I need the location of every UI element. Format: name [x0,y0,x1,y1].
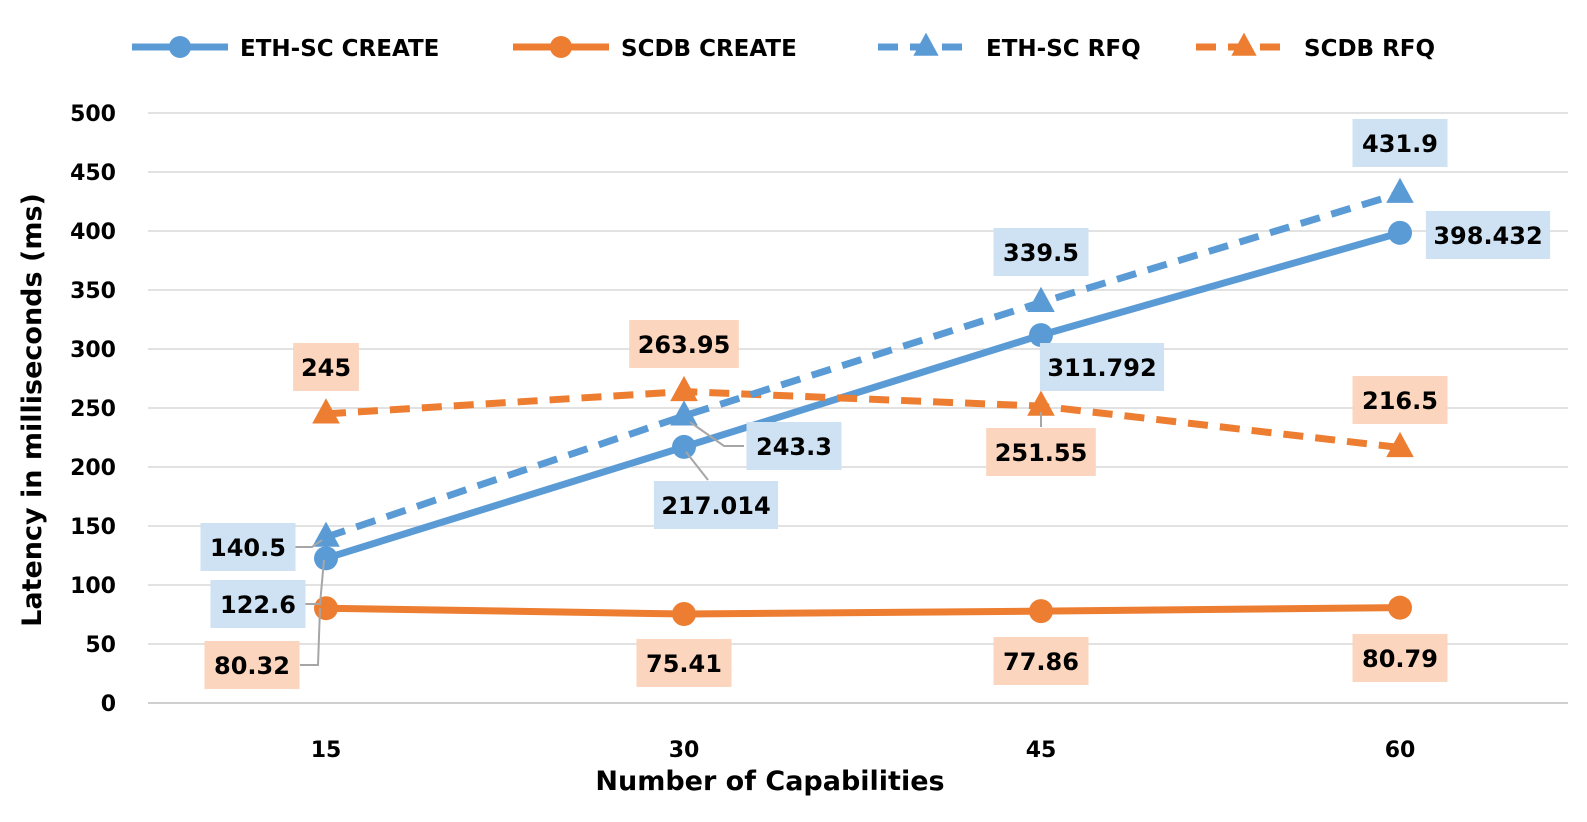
x-tick-label: 60 [1385,738,1416,763]
leader-line [685,451,709,481]
y-axis-ticks: 0 50 100 150 200 250 300 350 400 450 500 [70,102,116,717]
data-label-box [200,523,296,571]
data-point [672,602,696,627]
data-labels: 122.6 217.014 311.792 398.432 80.32 75.41 77.8… [200,119,1551,689]
data-label: 339.5 [1003,239,1079,267]
data-label-box [1352,119,1448,167]
y-tick-label: 250 [70,397,116,422]
y-tick-label: 150 [70,515,116,540]
gridlines [148,112,1568,704]
data-label: 217.014 [661,492,770,520]
data-label: 243.3 [756,433,832,461]
series-scdb-rfq [312,375,1414,458]
series-lines [312,177,1414,627]
x-tick-label: 30 [669,738,700,763]
series-scdb-create [314,595,1412,627]
legend-label: SCDB RFQ [1304,36,1435,62]
data-label: 251.55 [995,439,1088,467]
legend-label: ETH-SC RFQ [986,36,1141,62]
legend-label: ETH-SC CREATE [240,36,439,62]
legend-entry: ETH-SC RFQ [878,32,1141,62]
data-point [1029,599,1053,624]
data-label: 431.9 [1362,130,1438,158]
leader-line [689,421,744,447]
x-tick-label: 15 [311,738,342,763]
legend-entry: SCDB RFQ [1196,32,1435,62]
data-label-box [293,343,359,391]
data-point [314,546,338,571]
data-label-box [746,422,842,470]
data-point [913,32,939,56]
data-point [169,36,191,58]
data-point [670,400,698,426]
series-eth-sc-rfq [312,177,1414,547]
y-tick-label: 450 [70,161,116,186]
data-point [1388,220,1412,245]
leader-line [300,559,325,605]
data-label-box [993,637,1089,685]
leader-line [292,539,323,548]
y-tick-label: 200 [70,456,116,481]
data-point [312,398,340,424]
leader-line [300,607,321,666]
data-label-box [993,228,1089,276]
legend-label: SCDB CREATE [621,36,797,62]
data-label-box [1039,343,1165,391]
data-point [1029,323,1053,348]
data-label: 311.792 [1047,354,1156,382]
data-label: 80.79 [1362,645,1438,673]
data-point [312,521,340,547]
data-point [550,36,572,58]
legend: ETH-SC CREATE SCDB CREATE ETH-SC RFQ SCDB R… [132,32,1435,62]
data-label-box [629,320,739,368]
y-axis-title: Latency in milliseconds (ms) [17,193,48,627]
y-tick-label: 400 [70,220,116,245]
data-label: 216.5 [1362,387,1438,415]
series-line [325,388,1401,452]
data-point [1027,390,1055,416]
data-label: 122.6 [220,591,296,619]
x-tick-label: 45 [1026,738,1057,763]
series-line [325,604,1401,618]
data-point [672,434,696,459]
y-tick-label: 350 [70,279,116,304]
series-line [324,229,1401,562]
data-point [1027,286,1055,312]
legend-entry: ETH-SC CREATE [132,36,439,62]
data-label-box [204,641,300,689]
legend-entry: SCDB CREATE [513,36,797,62]
data-label: 245 [301,354,351,382]
data-label-box [986,428,1096,476]
data-label: 263.95 [638,331,731,359]
data-label-box [636,639,732,687]
data-label-box [1352,634,1448,682]
data-point [1386,177,1414,203]
data-label-box [653,481,779,529]
data-point [1231,32,1257,56]
x-axis-ticks: 15 30 45 60 [311,738,1416,763]
y-tick-label: 300 [70,338,116,363]
data-label-box [210,580,306,628]
data-point [1388,595,1412,620]
x-axis-title: Number of Capabilities [595,766,944,797]
data-point [670,375,698,402]
data-label-box [1352,376,1448,424]
data-point [314,596,338,621]
y-tick-label: 50 [85,633,116,658]
series-eth-sc-create [314,220,1412,571]
data-label-box [1425,211,1551,259]
y-tick-label: 500 [70,102,116,127]
data-point [1386,431,1414,458]
y-tick-label: 100 [70,574,116,599]
data-label: 75.41 [646,650,722,678]
y-tick-label: 0 [101,692,116,717]
data-label: 140.5 [210,534,286,562]
data-label: 77.86 [1003,648,1079,676]
series-line [324,190,1402,541]
data-label: 80.32 [214,652,290,680]
data-label: 398.432 [1433,222,1542,250]
